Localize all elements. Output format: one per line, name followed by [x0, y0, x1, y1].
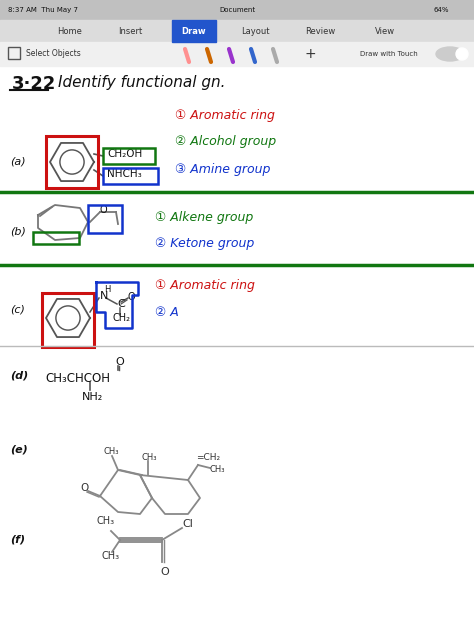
Text: H: H — [104, 284, 110, 293]
Text: NH₂: NH₂ — [82, 392, 103, 402]
Text: (c): (c) — [10, 305, 25, 315]
Text: CH₂: CH₂ — [113, 313, 131, 323]
Text: =CH₂: =CH₂ — [196, 454, 220, 463]
Bar — [0, 20, 474, 42]
Text: Identify functional gn.: Identify functional gn. — [58, 75, 226, 90]
Text: Draw with Touch: Draw with Touch — [360, 51, 418, 57]
Text: O: O — [160, 567, 169, 577]
Bar — [0, 0, 474, 20]
Text: Document: Document — [219, 7, 255, 13]
Text: ② Alcohol group: ② Alcohol group — [175, 135, 276, 149]
Text: O: O — [128, 292, 136, 302]
Text: (f): (f) — [10, 535, 25, 545]
Text: Review: Review — [305, 27, 335, 35]
Text: 64%: 64% — [434, 7, 449, 13]
Text: CH₃CHCOH: CH₃CHCOH — [45, 372, 110, 384]
Text: ① Aromatic ring: ① Aromatic ring — [155, 279, 255, 291]
Text: CH₂OH: CH₂OH — [107, 149, 142, 159]
Text: Home: Home — [57, 27, 82, 35]
Text: CH₃: CH₃ — [97, 516, 115, 526]
Bar — [172, 20, 216, 42]
Text: Draw: Draw — [182, 27, 206, 35]
Text: 8:37 AM  Thu May 7: 8:37 AM Thu May 7 — [8, 7, 78, 13]
Bar — [0, 42, 474, 66]
Text: NHCH₃: NHCH₃ — [107, 169, 142, 179]
Text: (d): (d) — [10, 370, 28, 380]
Text: CH₃: CH₃ — [142, 453, 157, 461]
Text: Select Objects: Select Objects — [26, 49, 81, 59]
Text: Insert: Insert — [118, 27, 142, 35]
Text: ② A: ② A — [155, 305, 179, 319]
Text: Cl: Cl — [182, 519, 193, 529]
Text: O: O — [80, 483, 88, 493]
Text: +: + — [304, 47, 316, 61]
Text: C: C — [117, 299, 125, 309]
Text: (b): (b) — [10, 227, 26, 237]
Text: O: O — [100, 205, 108, 215]
Bar — [8, 47, 20, 59]
Text: CH₃: CH₃ — [104, 447, 119, 456]
Ellipse shape — [436, 47, 464, 61]
Text: N: N — [100, 291, 109, 301]
Text: ① Alkene group: ① Alkene group — [155, 212, 253, 224]
Bar — [0, 66, 474, 632]
Text: ① Aromatic ring: ① Aromatic ring — [175, 109, 275, 123]
Text: Layout: Layout — [241, 27, 269, 35]
Text: CH₃: CH₃ — [210, 466, 226, 475]
Text: CH₃: CH₃ — [102, 551, 120, 561]
Text: ③ Amine group: ③ Amine group — [175, 164, 270, 176]
Text: View: View — [375, 27, 395, 35]
Text: (e): (e) — [10, 445, 28, 455]
Text: (a): (a) — [10, 157, 26, 167]
Text: 3·22: 3·22 — [12, 75, 56, 93]
Circle shape — [456, 48, 468, 60]
Text: O: O — [115, 357, 124, 367]
Text: ② Ketone group: ② Ketone group — [155, 238, 254, 250]
